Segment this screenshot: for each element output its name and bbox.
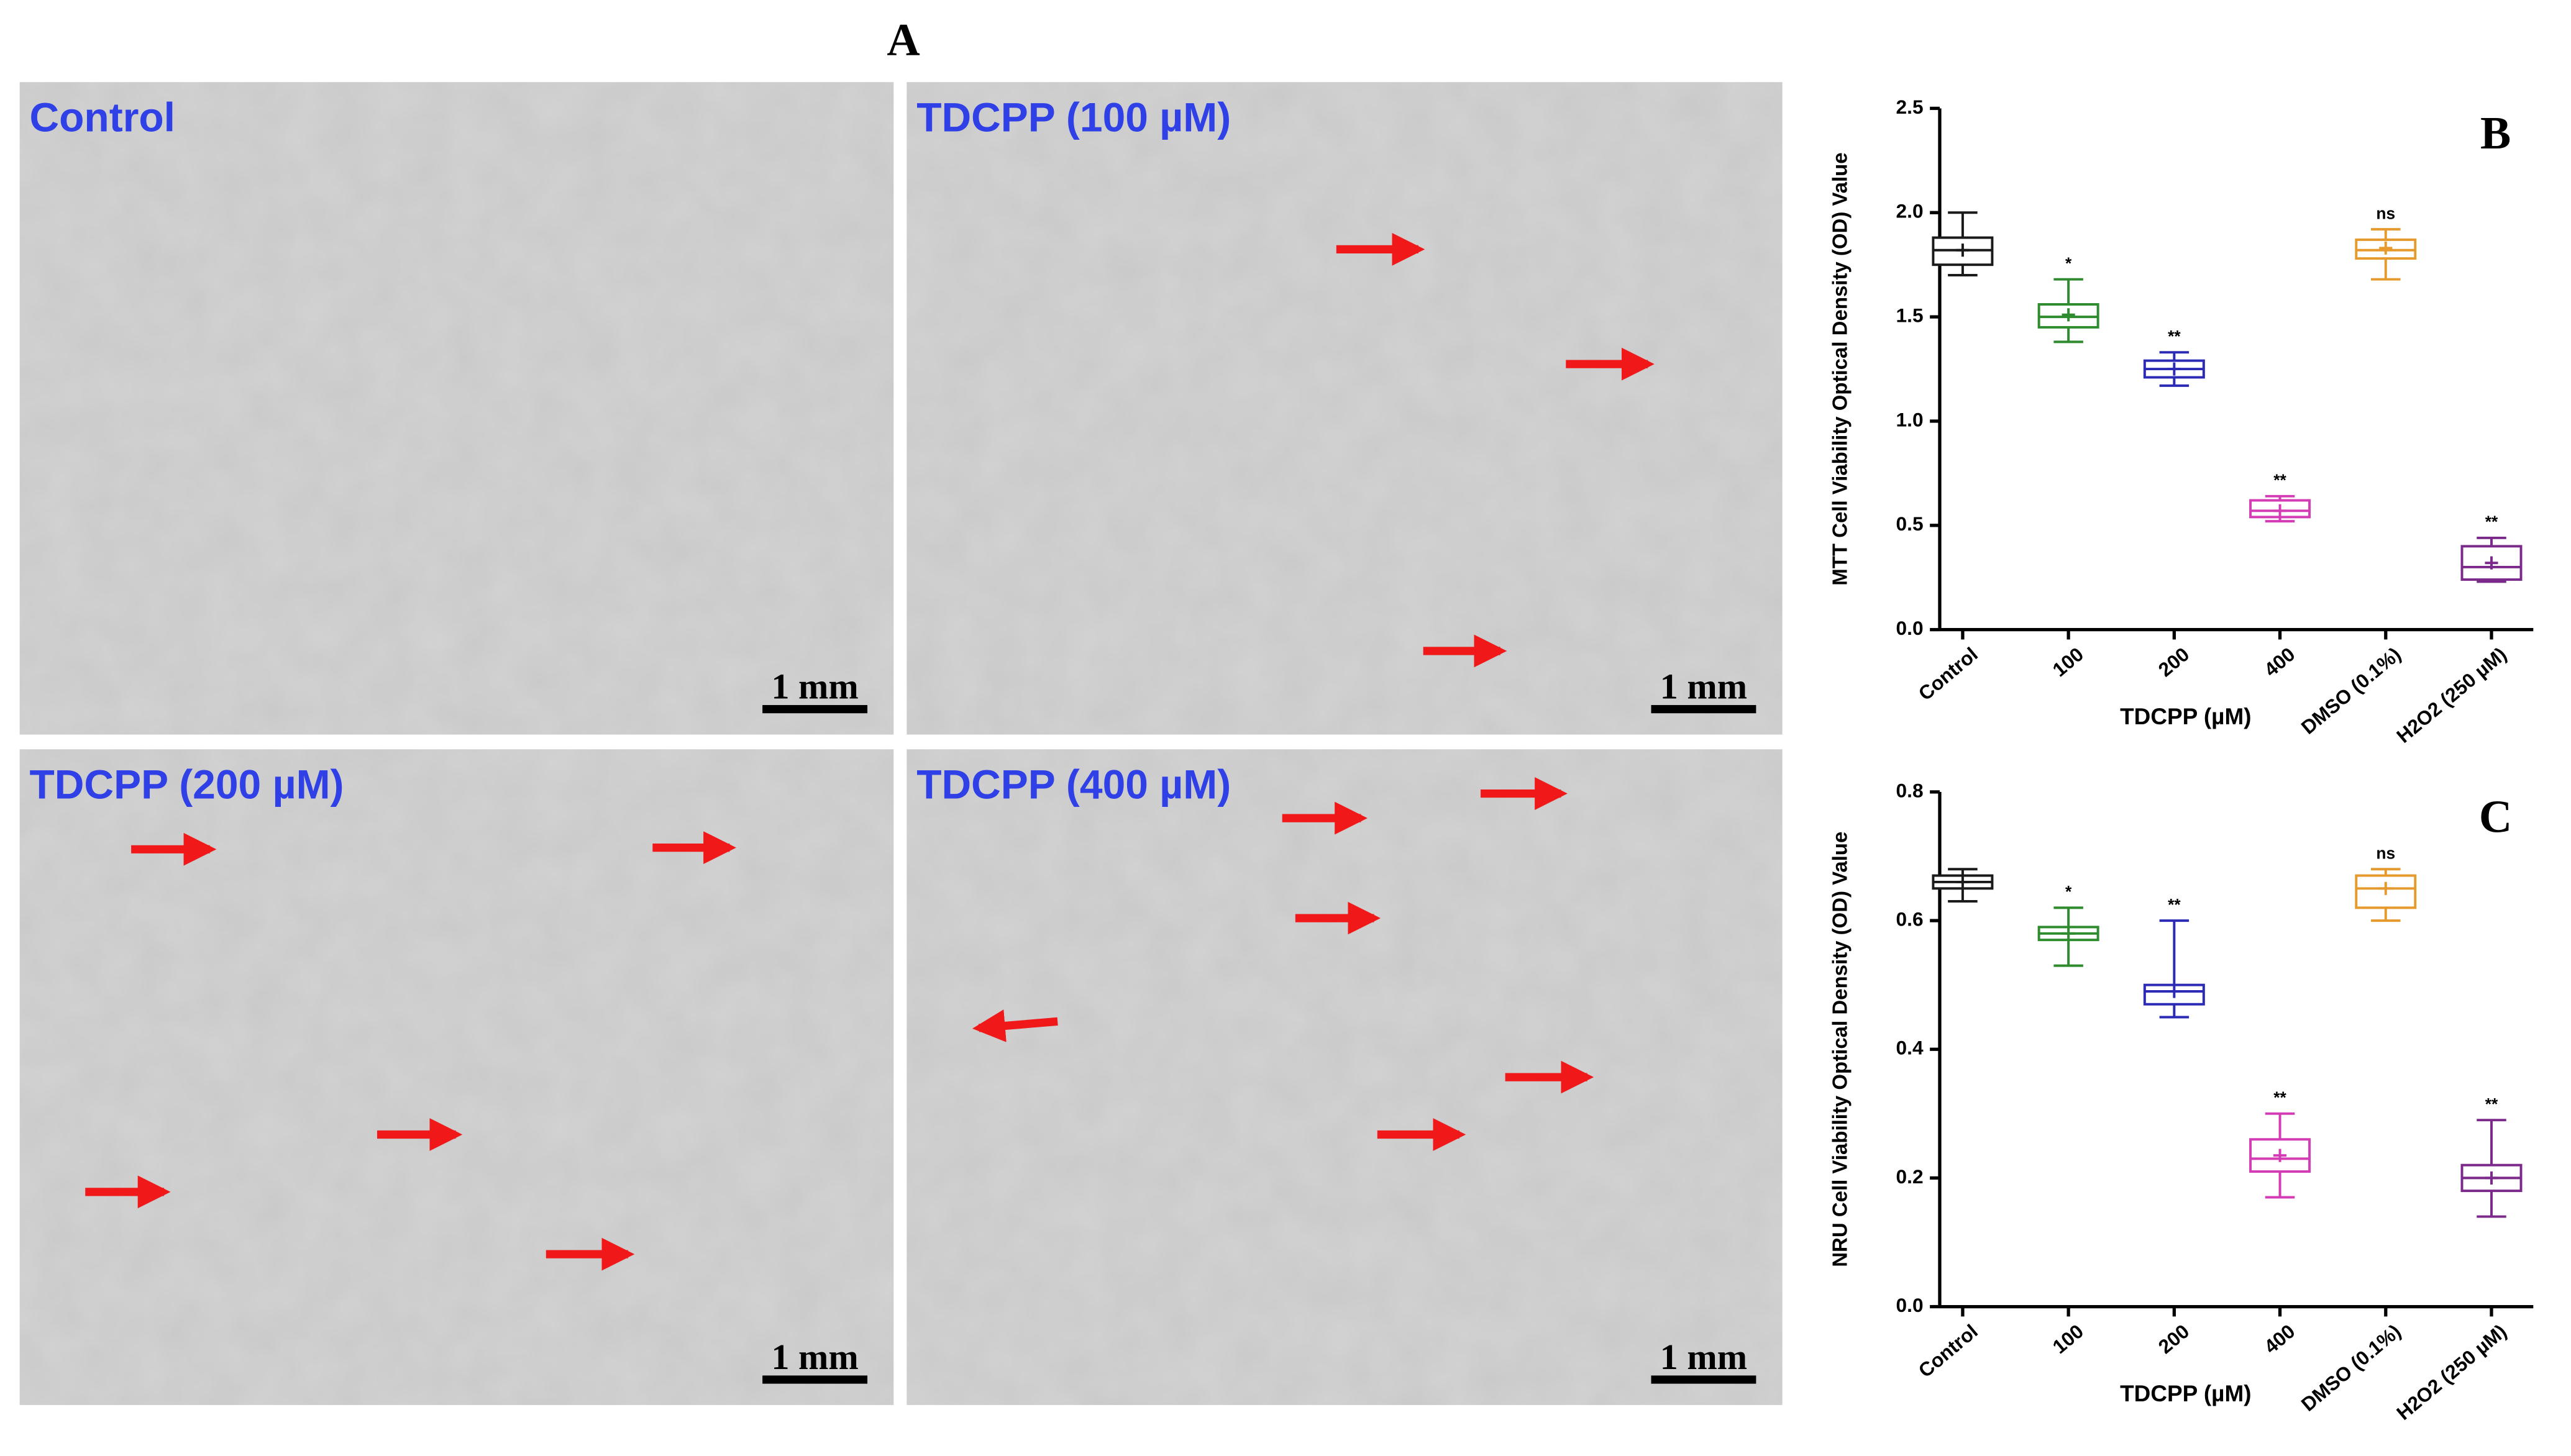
x-tick-label: H2O2 (250 µM) [2392,643,2511,747]
mean [1956,875,1970,889]
mean [2062,927,2075,940]
scale-bar-label: 1 mm [1660,1337,1747,1377]
mean [2273,1149,2287,1162]
x-tick-label: 100 [2048,1320,2088,1358]
y-tick-label: 2.5 [1896,96,1924,118]
significance: ** [2485,1094,2498,1113]
micrograph-texture [906,82,1783,735]
y-tick-label: 1.0 [1896,408,1924,430]
x-tick-label: 400 [2260,643,2299,681]
mean [2379,241,2393,255]
y-tick-label: 0.2 [1896,1165,1924,1188]
y-tick-label: 0.4 [1896,1037,1924,1059]
mean [2379,881,2393,895]
y-tick-label: 2.0 [1896,200,1924,222]
scale-bar [762,705,868,714]
y-tick-label: 0.6 [1896,908,1924,930]
scale-bar-label: 1 mm [1660,666,1747,706]
panel-letter: C [2479,791,2512,842]
mean [2167,362,2181,376]
micrograph-texture [906,749,1783,1405]
scale-bar [762,1375,868,1384]
mean [2485,556,2498,570]
mean [2062,308,2075,322]
mean [1956,243,1970,257]
y-tick-label: 0.5 [1896,512,1924,535]
x-tick-label: 200 [2154,643,2194,681]
mean [2167,985,2181,998]
x-tick-label: Control [1914,643,1982,705]
significance: ** [2168,895,2181,914]
y-tick-label: 0.0 [1896,617,1924,639]
micrograph-label: TDCPP (200 µM) [30,761,344,807]
y-tick-label: 1.5 [1896,304,1924,326]
significance: ns [2376,204,2395,222]
mean [2273,504,2287,517]
y-tick-label: 0.8 [1896,779,1924,801]
micrograph-texture [19,749,894,1405]
significance: ** [2485,512,2498,531]
micrograph-texture [19,82,894,735]
arrow [972,1009,1058,1042]
arrows [85,233,1655,1271]
micrograph-label: Control [30,94,175,140]
x-tick-label: 400 [2260,1320,2299,1358]
significance: ns [2376,844,2395,862]
x-tick-label: 100 [2048,643,2088,681]
significance: * [2065,883,2072,901]
significance: ** [2168,327,2181,345]
y-axis-label: MTT Cell Viability Optical Density (OD) … [1828,152,1851,585]
significance: * [2065,254,2072,273]
x-tick-label: DMSO (0.1%) [2297,643,2405,739]
x-axis-label: TDCPP (µM) [2120,704,2251,729]
y-tick-label: 0.0 [1896,1294,1924,1316]
scale-bar-label: 1 mm [771,1337,858,1377]
micrograph-label: TDCPP (100 µM) [916,94,1231,140]
significance: ** [2273,1088,2286,1107]
panel-letter: B [2480,107,2511,158]
x-tick-label: DMSO (0.1%) [2297,1320,2405,1416]
x-tick-label: 200 [2154,1320,2194,1358]
scale-bar [1651,1375,1756,1384]
x-tick-label: H2O2 (250 µM) [2392,1320,2511,1424]
y-axis-label: NRU Cell Viability Optical Density (OD) … [1828,832,1851,1267]
x-axis-label: TDCPP (µM) [2120,1381,2251,1406]
micrograph-label: TDCPP (400 µM) [916,761,1231,807]
panel-letter: A [887,14,920,65]
micrographs: Control 1 mm TDCPP (100 µM) 1 mm TDCPP (200 … [19,82,1783,1405]
significance: ** [2273,471,2286,489]
scale-bar [1651,705,1756,714]
x-tick-label: Control [1914,1320,1982,1382]
scale-bar-label: 1 mm [771,666,858,706]
mean [2485,1171,2498,1185]
